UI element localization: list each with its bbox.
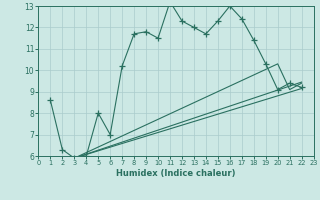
X-axis label: Humidex (Indice chaleur): Humidex (Indice chaleur) xyxy=(116,169,236,178)
